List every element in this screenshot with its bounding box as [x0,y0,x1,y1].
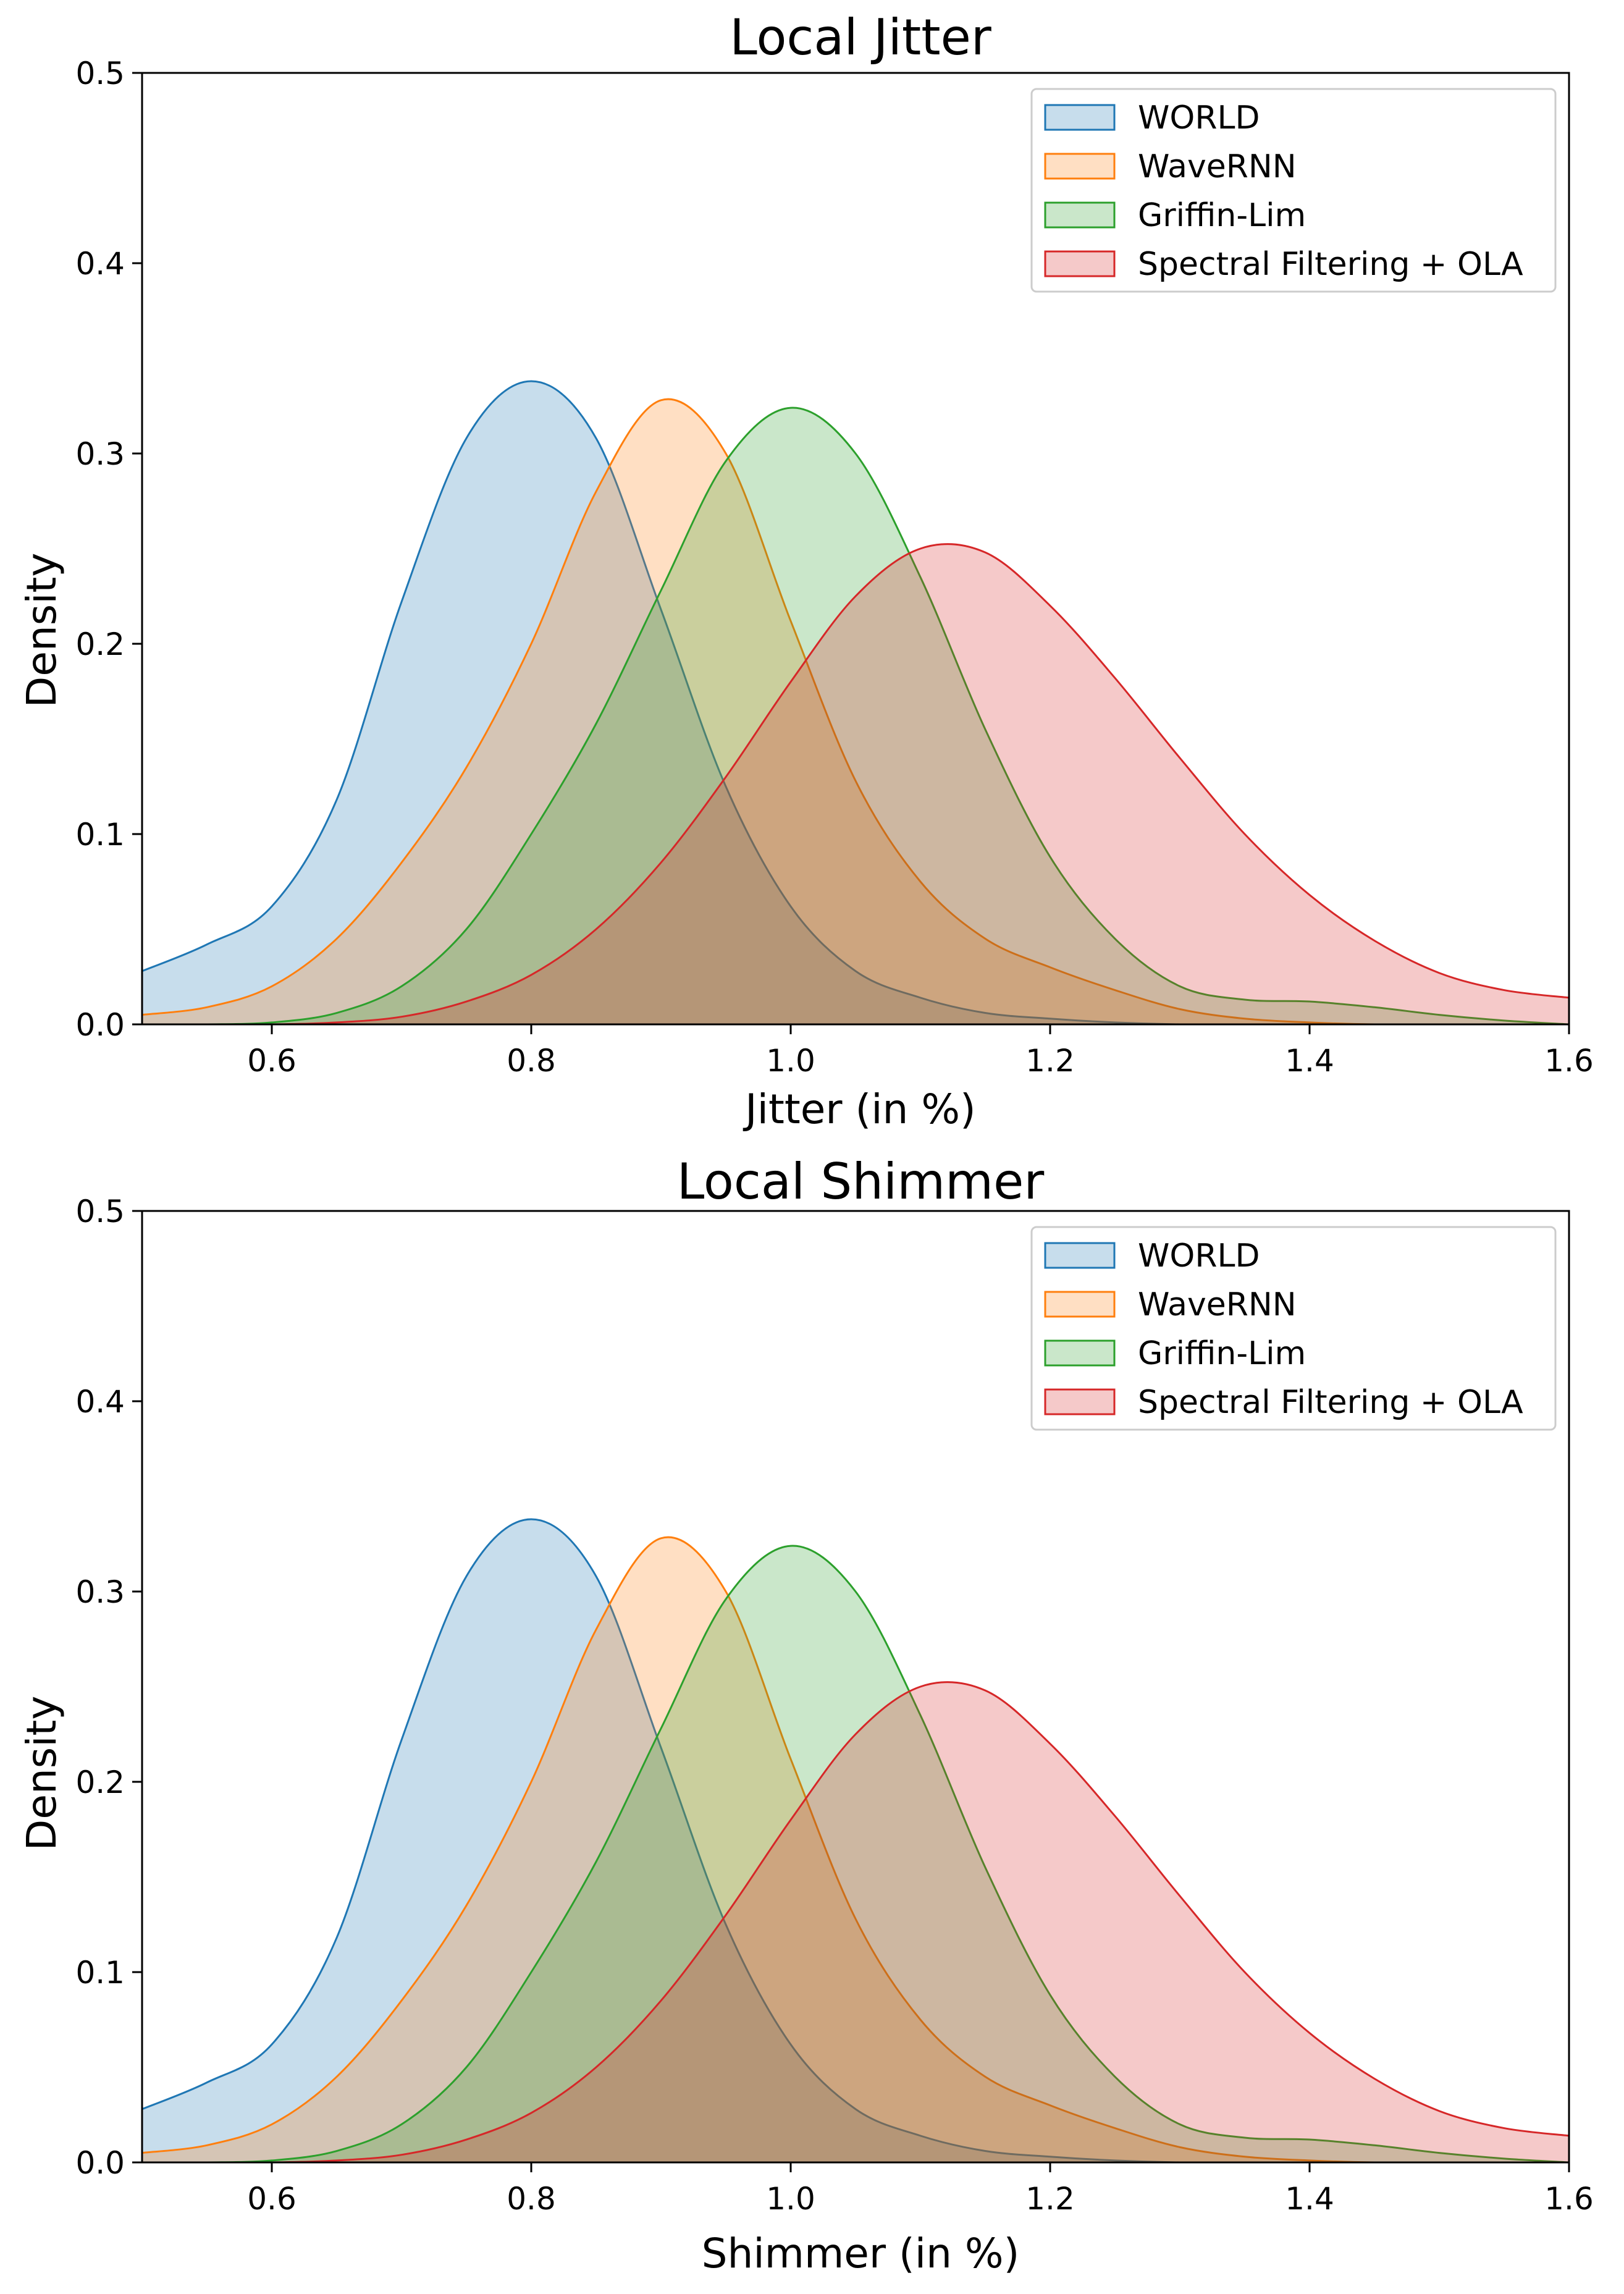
jitter-legend-label-wavernn: WaveRNN [1138,148,1297,185]
shimmer-area-spectral-filtering-ola [142,1682,1569,2162]
jitter-y-tick-label: 0.3 [75,436,125,472]
jitter-legend-swatch-world [1044,104,1116,131]
shimmer-x-tick-label: 1.0 [766,2181,815,2217]
jitter-legend-swatch-spectral-filtering-ola [1044,250,1116,277]
jitter-plot-area: 0.6 0.8 1.0 1.2 1.4 1.6 0.0 0.1 0.2 0.3 0.4 0.5 WORL… [75,56,1593,1079]
jitter-line-spectral-filtering-ola [142,543,1569,1024]
jitter-axes-frame [141,72,1570,1026]
jitter-x-tick-label: 1.4 [1285,1043,1334,1079]
jitter-panel: Local Jitter Jitter (in %) Density 0.6 0.… [18,9,1594,1133]
shimmer-legend-label-spectral-filtering-ola: Spectral Filtering + OLA [1138,1384,1523,1421]
shimmer-y-tick-label: 0.4 [75,1384,125,1420]
shimmer-legend-label-wavernn: WaveRNN [1138,1286,1297,1323]
jitter-area-griffin-lim [142,408,1569,1024]
jitter-y-tick-label: 0.2 [75,626,125,662]
jitter-legend-swatch-wavernn [1044,153,1116,180]
shimmer-x-tick-label: 1.2 [1025,2181,1075,2217]
shimmer-line-wavernn [142,1536,1569,2162]
shimmer-legend-swatch-spectral-filtering-ola [1044,1388,1116,1415]
shimmer-line-griffin-lim [142,1545,1569,2162]
shimmer-legend-swatch-world [1044,1242,1116,1269]
shimmer-panel: Local Shimmer Shimmer (in %) Density 0.6… [18,1153,1594,2277]
shimmer-legend-label-griffin-lim: Griffin-Lim [1138,1335,1306,1372]
jitter-legend-label-spectral-filtering-ola: Spectral Filtering + OLA [1138,246,1523,283]
shimmer-density-curves [142,1518,1569,2162]
shimmer-legend-swatch-wavernn [1044,1291,1116,1318]
shimmer-legend-label-world: WORLD [1138,1238,1260,1275]
jitter-line-world [142,380,1569,1024]
jitter-line-wavernn [142,398,1569,1024]
jitter-legend-box [1030,88,1557,293]
shimmer-x-tick-label: 1.4 [1285,2181,1334,2217]
shimmer-x-tick-label: 0.8 [507,2181,556,2217]
shimmer-chart-title: Local Shimmer [677,1153,1045,1210]
shimmer-y-axis-label: Density [18,1696,65,1851]
shimmer-y-tick-label: 0.2 [75,1765,125,1800]
shimmer-area-wavernn [142,1537,1569,2162]
shimmer-legend: WORLD WaveRNN Griffin-Lim Spectral Filterin… [1030,1226,1557,1431]
shimmer-area-griffin-lim [142,1546,1569,2162]
shimmer-y-tick-label: 0.1 [75,1955,125,1991]
shimmer-x-tick-label: 0.6 [247,2181,297,2217]
jitter-x-tick-label: 1.6 [1544,1043,1594,1079]
jitter-legend-swatch-griffin-lim [1044,201,1116,229]
jitter-x-tick-label: 1.0 [766,1043,815,1079]
jitter-y-tick-label: 0.0 [75,1007,125,1043]
shimmer-plot-area: 0.6 0.8 1.0 1.2 1.4 1.6 0.0 0.1 0.2 0.3 0.4 0.5 WORL… [75,1194,1593,2217]
jitter-x-axis-label: Jitter (in %) [743,1086,976,1133]
jitter-x-tick-label: 0.8 [507,1043,556,1079]
jitter-area-wavernn [142,399,1569,1024]
jitter-x-tick-label: 1.2 [1025,1043,1075,1079]
shimmer-x-axis-label: Shimmer (in %) [702,2230,1020,2277]
jitter-density-curves [142,380,1569,1024]
jitter-legend: WORLD WaveRNN Griffin-Lim Spectral Filterin… [1030,88,1557,293]
jitter-y-tick-label: 0.4 [75,246,125,282]
jitter-area-spectral-filtering-ola [142,544,1569,1024]
jitter-y-tick-label: 0.5 [75,56,125,91]
jitter-y-axis-label: Density [18,553,65,708]
shimmer-axes-frame [141,1210,1570,2164]
jitter-x-tick-label: 0.6 [247,1043,297,1079]
jitter-chart-title: Local Jitter [730,9,991,66]
jitter-legend-label-world: WORLD [1138,99,1260,137]
shimmer-legend-swatch-griffin-lim [1044,1339,1116,1367]
shimmer-area-world [142,1519,1569,2162]
shimmer-y-tick-label: 0.5 [75,1194,125,1229]
jitter-legend-label-griffin-lim: Griffin-Lim [1138,197,1306,234]
jitter-area-world [142,381,1569,1024]
shimmer-y-tick-label: 0.3 [75,1574,125,1610]
shimmer-y-tick-label: 0.0 [75,2145,125,2181]
jitter-line-griffin-lim [142,407,1569,1024]
shimmer-line-world [142,1518,1569,2162]
shimmer-x-tick-label: 1.6 [1544,2181,1594,2217]
shimmer-line-spectral-filtering-ola [142,1681,1569,2162]
shimmer-legend-box [1030,1226,1557,1431]
jitter-y-tick-label: 0.1 [75,817,125,853]
